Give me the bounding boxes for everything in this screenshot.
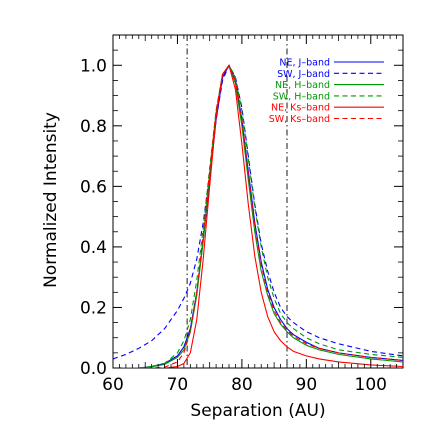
reference-lines (186, 35, 288, 368)
x-axis-label: Separation (AU) (190, 401, 325, 421)
legend-label: NE, Ks–band (271, 103, 330, 114)
legend-label: NE, J–band (279, 58, 330, 69)
series-line-6 (113, 64, 403, 368)
series-line-2 (113, 64, 403, 360)
x-tick-label: 100 (355, 375, 387, 395)
series-line-4 (113, 64, 403, 368)
series-line-5 (113, 64, 403, 368)
legend-label: SW, H–band (273, 91, 330, 102)
axis-ticks (112, 35, 403, 369)
y-tick-label: 0.8 (80, 117, 107, 137)
series-line-1 (113, 64, 403, 368)
series-line-3 (113, 64, 403, 368)
y-tick-label: 0.6 (80, 177, 107, 197)
y-tick-label: 0.4 (80, 238, 107, 258)
legend-label: SW, J–band (277, 69, 330, 80)
x-tick-label: 80 (231, 375, 253, 395)
y-tick-label: 1.0 (80, 56, 107, 76)
series-lines (113, 64, 403, 368)
legend-label: NE, H–band (275, 80, 330, 91)
y-axis-label: Normalized Intensity (41, 112, 61, 288)
y-tick-label: 0.0 (80, 359, 107, 379)
x-tick-label: 90 (296, 375, 318, 395)
tick-labels: 60 70 80 90 100 0.0 0.2 0.4 0.6 0.8 1.0 (80, 56, 387, 395)
x-tick-label: 70 (167, 375, 189, 395)
legend-label: SW, Ks–band (269, 114, 330, 125)
y-tick-label: 0.2 (80, 298, 107, 318)
x-tick-label: 60 (102, 375, 124, 395)
